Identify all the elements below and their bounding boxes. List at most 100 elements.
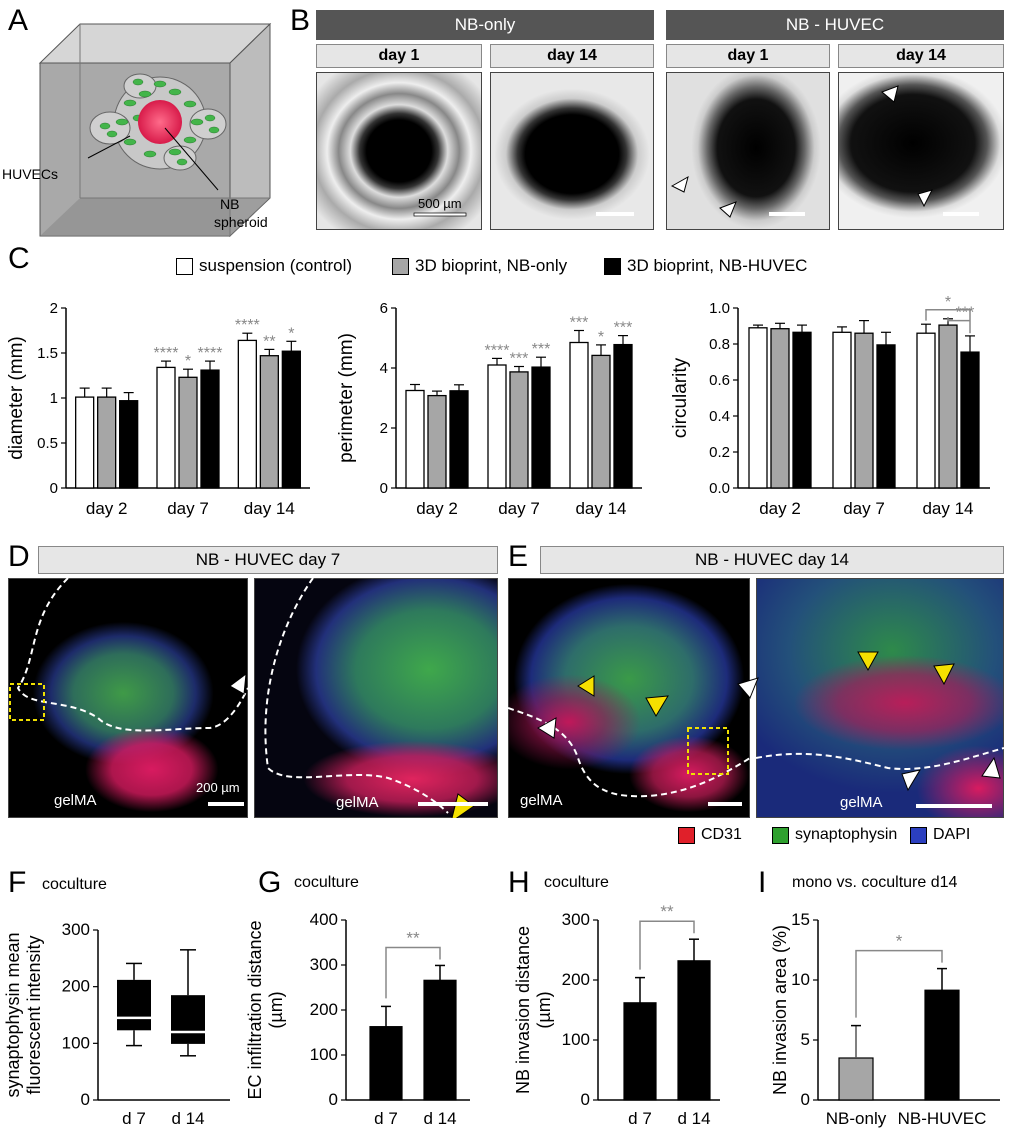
y-tick-label: 2 bbox=[380, 420, 388, 437]
x-tick-label: day 7 bbox=[167, 499, 209, 518]
bar bbox=[237, 339, 257, 489]
panel-letter-i: I bbox=[758, 866, 767, 899]
y-tick-label: 6 bbox=[380, 300, 388, 317]
legend-label: 3D bioprint, NB-only bbox=[415, 256, 568, 275]
significance-label: ** bbox=[660, 902, 674, 921]
arrowhead-icon bbox=[981, 756, 1001, 779]
significance-label: **** bbox=[485, 342, 510, 359]
arrowhead-icon bbox=[901, 769, 922, 792]
x-tick-label: day 2 bbox=[86, 499, 128, 518]
y-tick-label: 2 bbox=[50, 300, 58, 317]
legend-label: suspension (control) bbox=[199, 256, 353, 275]
fluorescence-d-day7-overview bbox=[8, 578, 248, 818]
y-tick-label: 0 bbox=[581, 1090, 590, 1109]
y-axis-label: circularity bbox=[670, 357, 691, 438]
label-day1-nb-huvec: day 1 bbox=[666, 44, 830, 68]
scale-bar bbox=[916, 804, 992, 808]
bar bbox=[531, 366, 551, 489]
ec-infiltration-chart: 0 100 200 300 400 EC infiltration distance(µm… bbox=[245, 910, 470, 1128]
y-tick-label: 200 bbox=[310, 1000, 338, 1019]
x-tick-label: d 14 bbox=[423, 1109, 456, 1128]
panel-letter-b: B bbox=[290, 4, 311, 37]
zoom-region-box bbox=[9, 683, 45, 721]
bar bbox=[832, 331, 852, 489]
bar bbox=[200, 369, 220, 489]
bar bbox=[449, 390, 469, 489]
significance-label: **** bbox=[154, 345, 179, 362]
y-axis-label: NB invasion distance(µm) bbox=[513, 926, 554, 1094]
nb-invasion-distance-chart: 0 100 200 300 NB invasion distance(µm) d 7 d 1… bbox=[513, 902, 720, 1128]
arrowhead-icon bbox=[537, 717, 557, 739]
significance-bracket bbox=[385, 946, 441, 999]
arrowhead-icon bbox=[737, 677, 759, 699]
bar bbox=[405, 389, 425, 489]
y-tick-label: 0 bbox=[801, 1090, 810, 1109]
tissue-boundary bbox=[16, 578, 249, 732]
legend-swatch bbox=[176, 257, 193, 275]
bar bbox=[924, 989, 960, 1101]
fluorescence-e-day14-zoom bbox=[756, 578, 1004, 818]
scale-bar bbox=[596, 212, 634, 216]
huvec-cells bbox=[99, 78, 220, 166]
y-tick-label: 300 bbox=[62, 920, 90, 939]
x-tick-label: day 7 bbox=[843, 499, 885, 518]
y-tick-label: 100 bbox=[562, 1030, 590, 1049]
fluorescence-e-day14-overview bbox=[508, 578, 750, 818]
box bbox=[171, 995, 205, 1044]
huvecs-label: HUVECs bbox=[2, 166, 59, 182]
y-tick-label: 400 bbox=[310, 910, 338, 929]
bar bbox=[97, 396, 117, 489]
tissue-boundary bbox=[264, 578, 449, 814]
arrowhead-icon bbox=[229, 672, 247, 695]
y-tick-label: 1.5 bbox=[37, 345, 58, 362]
arrowhead-icon bbox=[577, 675, 595, 697]
synaptophysin-boxplot: 0 100 200 300 synaptophysin meanfluorescent … bbox=[3, 920, 230, 1128]
gelma-label: gelMA bbox=[54, 792, 97, 809]
significance-bracket bbox=[639, 920, 695, 970]
gelma-label: gelMA bbox=[840, 794, 883, 811]
bar bbox=[613, 343, 633, 489]
nb-spheroid bbox=[138, 100, 182, 144]
y-axis-label: perimeter (mm) bbox=[336, 333, 357, 463]
arrowhead-icon bbox=[670, 175, 689, 193]
spheroid-label: spheroid bbox=[214, 214, 268, 230]
box bbox=[117, 979, 151, 1031]
y-axis-label: EC infiltration distance(µm) bbox=[245, 920, 286, 1099]
stain-legend-synaptophysin: synaptophysin bbox=[772, 826, 897, 844]
arrowhead-icon bbox=[881, 85, 899, 103]
bar bbox=[178, 376, 198, 489]
bioprint-schematic bbox=[38, 22, 272, 238]
scale-bar bbox=[208, 802, 244, 806]
y-tick-label: 200 bbox=[62, 977, 90, 996]
significance-label: *** bbox=[570, 315, 589, 332]
scale-bar-label-b: 500 µm bbox=[418, 196, 462, 211]
panel-letter-c: C bbox=[8, 242, 30, 275]
bar bbox=[838, 1057, 874, 1101]
subtitle-f: coculture bbox=[42, 876, 107, 893]
x-tick-label: day 7 bbox=[498, 499, 540, 518]
zoom-region-box bbox=[687, 727, 729, 775]
bar bbox=[75, 396, 95, 489]
bar bbox=[748, 327, 768, 489]
y-tick-label: 0.6 bbox=[709, 372, 730, 389]
y-axis-label: NB invasion area (%) bbox=[770, 925, 790, 1095]
subtitle-i: mono vs. coculture d14 bbox=[792, 874, 958, 891]
panel-letter-e: E bbox=[508, 540, 529, 573]
x-tick-label: day 14 bbox=[575, 499, 626, 518]
legend-label: CD31 bbox=[701, 826, 742, 843]
legend-swatch bbox=[910, 826, 927, 844]
bar bbox=[427, 394, 447, 489]
panel-b-overlays bbox=[413, 85, 979, 218]
x-tick-label: day 14 bbox=[922, 499, 973, 518]
legend-swatch bbox=[678, 826, 695, 844]
y-tick-label: 0.4 bbox=[709, 408, 730, 425]
panel-letter-f: F bbox=[8, 866, 27, 899]
arrowhead-icon bbox=[857, 651, 879, 672]
bar bbox=[770, 328, 790, 489]
significance-label: * bbox=[185, 353, 191, 370]
stain-legend-dapi: DAPI bbox=[910, 826, 970, 844]
panel-letter-g: G bbox=[258, 866, 282, 899]
panel-letter-h: H bbox=[508, 866, 530, 899]
scale-bar bbox=[943, 212, 979, 216]
